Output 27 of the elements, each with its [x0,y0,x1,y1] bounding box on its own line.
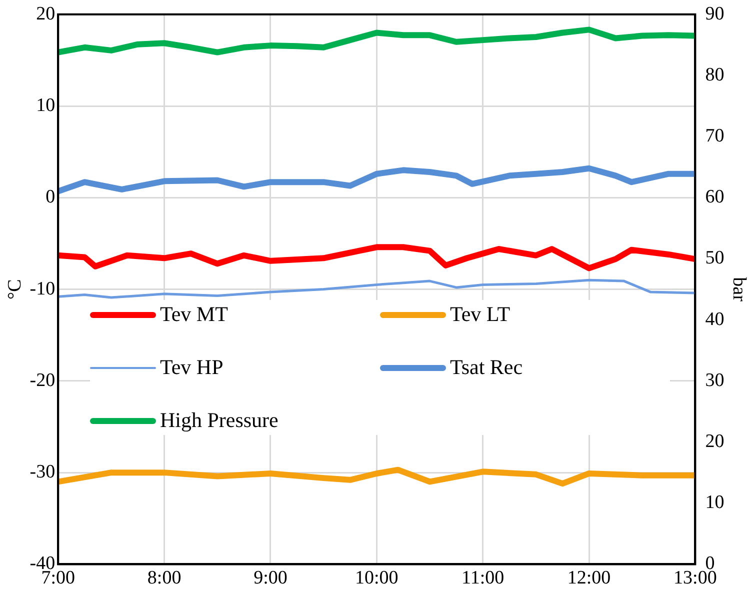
legend-label: High Pressure [160,408,278,434]
y-tick-label: -10 [30,278,56,300]
y2-tick-label: 50 [705,248,724,269]
legend-label: Tev MT [160,302,228,328]
legend-label: Tev HP [160,355,224,380]
x-tick-label: 12:00 [567,568,611,589]
y2-tick-label: 20 [705,431,724,452]
y2-tick-label: 80 [705,64,724,86]
y-tick-label: 10 [36,95,56,116]
legend-label: Tev LT [450,302,510,328]
x-tick-label: 11:00 [462,568,504,589]
y-tick-label: 20 [36,3,56,24]
y2-tick-label: 90 [705,3,724,24]
y2-tick-label: 70 [705,126,724,147]
y-tick-label: -20 [30,370,56,391]
x-tick-label: 8:00 [147,568,182,589]
y2-axis-title: bar [728,277,750,302]
y-tick-label: 0 [46,186,56,208]
x-tick-label: 9:00 [254,568,288,589]
y2-tick-label: 30 [705,370,724,391]
y-tick-label: -30 [30,462,56,483]
x-tick-label: 10:00 [355,568,398,589]
y2-tick-label: 40 [705,308,724,330]
legend-label: Tsat Rec [450,355,523,380]
y2-tick-label: 10 [705,492,724,514]
y-axis-title: °C [4,279,26,300]
y2-tick-label: 60 [705,186,724,208]
